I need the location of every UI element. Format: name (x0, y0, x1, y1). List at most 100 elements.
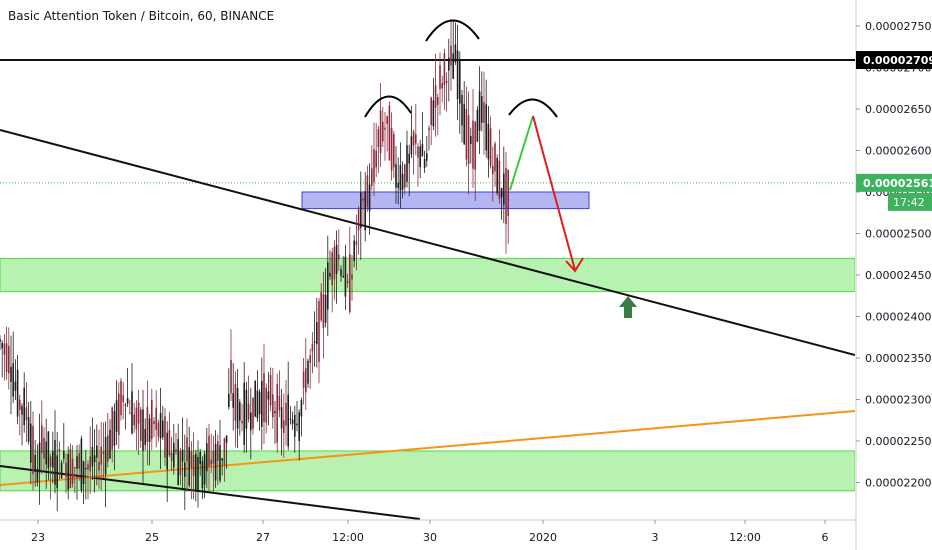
candles (0, 18, 509, 512)
candle-body (63, 451, 65, 459)
candle-body (5, 343, 8, 372)
candle-body (272, 394, 274, 418)
candle-body (82, 461, 85, 485)
candle-body (261, 380, 263, 427)
candle-body (56, 455, 58, 489)
candle-body (10, 366, 12, 383)
head-arc (425, 19, 480, 42)
candle-body (496, 157, 498, 194)
candle-body (276, 384, 278, 443)
candle-body (52, 451, 54, 468)
x-tick-label: 30 (423, 531, 437, 544)
candle-body (397, 182, 399, 189)
candle-body (454, 44, 457, 63)
candle-body (461, 94, 463, 126)
candle-body (137, 402, 140, 424)
candle-body (366, 175, 369, 207)
candle-body (89, 456, 91, 472)
candle-body (351, 274, 353, 280)
candle-body (109, 429, 111, 459)
candle-body (219, 445, 221, 481)
candle-body (373, 149, 375, 183)
candle-body (307, 360, 309, 384)
candle-body (126, 397, 129, 404)
candle-body (221, 458, 223, 461)
candle-body (21, 405, 23, 415)
candle-body (263, 373, 265, 422)
candle-body (487, 123, 490, 160)
candle-body (437, 97, 439, 105)
candle-body (32, 425, 34, 475)
projection-arrowhead (565, 257, 584, 273)
candle-body (58, 448, 61, 452)
candle-body (252, 397, 254, 429)
candle-body (54, 439, 56, 485)
candle-body (0, 339, 1, 342)
candle-body (111, 407, 113, 450)
candle-body (322, 294, 325, 328)
candle-body (430, 97, 432, 125)
candle-body (379, 110, 382, 154)
candle-body (291, 419, 294, 425)
y-tick-label: 0.00002400 (865, 311, 931, 324)
candle-body (368, 184, 371, 212)
y-tick-label: 0.00002650 (865, 103, 931, 116)
candle-body (14, 381, 17, 391)
lower-support-zone (0, 450, 855, 492)
candle-body (287, 394, 289, 447)
candle-body (357, 209, 360, 231)
candle-body (170, 452, 173, 461)
candle-body (241, 420, 243, 424)
candle-body (1, 342, 3, 349)
candle-body (115, 400, 118, 432)
candle-body (428, 128, 430, 130)
candle-body (217, 441, 219, 461)
candle-body (274, 411, 276, 414)
candle-body (472, 120, 474, 169)
candle-body (269, 374, 272, 406)
candle-body (318, 301, 320, 363)
x-tick-label: 12:00 (332, 531, 364, 544)
candle-body (41, 425, 43, 454)
current-price-badge-text: 0.00002561 (863, 177, 932, 190)
candle-body (432, 100, 435, 127)
candle-body (166, 432, 168, 470)
candle-body (443, 53, 446, 85)
candle-body (507, 169, 509, 216)
candle-body (349, 254, 351, 312)
candle-body (135, 407, 138, 430)
candle-body (168, 429, 171, 456)
candle-body (239, 402, 241, 421)
candle-body (421, 144, 424, 157)
candle-body (181, 449, 184, 462)
candle-body (175, 449, 177, 452)
candle-body (80, 438, 83, 491)
candle-body (71, 458, 74, 484)
candle-body (338, 254, 340, 260)
y-tick-label: 0.00002350 (865, 352, 931, 365)
candle-body (267, 391, 270, 400)
y-tick-label: 0.00002600 (865, 145, 931, 158)
candle-body (399, 164, 402, 191)
candle-body (313, 341, 316, 343)
candle-body (247, 403, 250, 420)
y-tick-label: 0.00002750 (865, 20, 931, 33)
x-tick-label: 2020 (529, 531, 557, 544)
candle-body (177, 439, 179, 486)
candle-body (258, 392, 261, 415)
candle-body (65, 462, 67, 478)
candle-body (78, 453, 80, 469)
candle-body (131, 391, 133, 434)
candle-body (157, 422, 160, 437)
candle-body (456, 50, 459, 100)
candle-body (234, 383, 237, 421)
candle-body (38, 442, 41, 473)
countdown-badge-text: 17:42 (893, 196, 925, 209)
candle-body (492, 165, 494, 175)
candle-body (441, 83, 443, 89)
candle-body (96, 445, 98, 458)
candle-body (8, 346, 10, 374)
candle-body (467, 115, 470, 165)
candle-body (113, 411, 116, 446)
